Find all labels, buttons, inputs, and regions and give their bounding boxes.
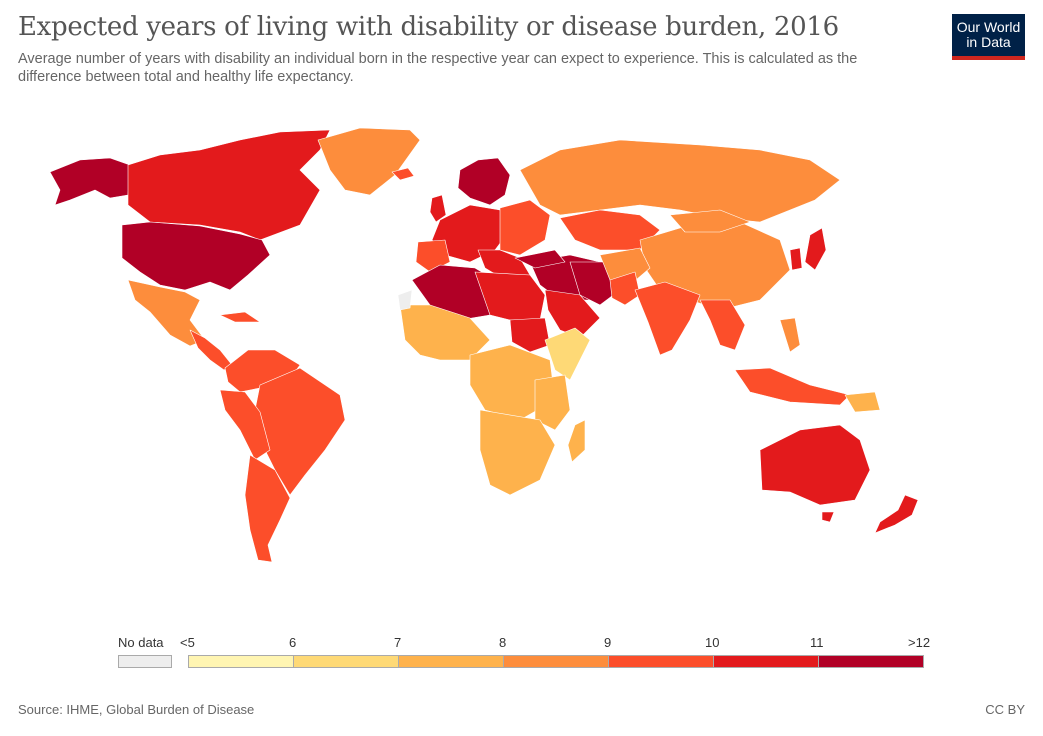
legend-bin-9-10[interactable]	[608, 655, 714, 668]
country-australia[interactable]	[759, 424, 871, 506]
country-horn-of-africa[interactable]	[544, 327, 591, 381]
country-sudan[interactable]	[509, 317, 551, 353]
country-tasmania[interactable]	[821, 511, 835, 523]
legend-tick-7: >12	[908, 635, 931, 650]
legend-tick-1: 6	[289, 635, 297, 650]
legend-bin-gt11[interactable]	[818, 655, 924, 668]
legend-tick-6: 11	[810, 635, 824, 650]
legend-no-data-label: No data	[118, 635, 164, 650]
license-label[interactable]: CC BY	[985, 702, 1025, 717]
legend-bin-7-8[interactable]	[398, 655, 504, 668]
country-east-africa[interactable]	[534, 374, 571, 431]
country-russia[interactable]	[519, 139, 841, 223]
country-western-sahara[interactable]	[397, 289, 413, 311]
legend-tick-4: 9	[604, 635, 612, 650]
world-map[interactable]	[0, 100, 1043, 570]
legend-tick-3: 8	[499, 635, 507, 650]
country-uk[interactable]	[429, 194, 447, 223]
country-argentina-chile[interactable]	[244, 454, 291, 563]
page-subtitle: Average number of years with disability …	[18, 51, 858, 85]
legend-tick-5: 10	[705, 635, 720, 650]
country-usa[interactable]	[121, 221, 271, 291]
country-alaska[interactable]	[49, 157, 131, 206]
legend-no-data-swatch[interactable]	[118, 655, 172, 668]
country-canada[interactable]	[127, 129, 331, 241]
country-eastern-europe[interactable]	[499, 199, 551, 256]
country-pakistan[interactable]	[609, 271, 641, 306]
source-note[interactable]: Source: IHME, Global Burden of Disease	[18, 702, 255, 717]
legend-bin-8-9[interactable]	[503, 655, 609, 668]
logo-line-2: in Data	[966, 34, 1011, 50]
country-papua-new-guinea[interactable]	[844, 391, 881, 413]
country-iceland[interactable]	[391, 167, 415, 181]
owid-logo[interactable]: Our World in Data	[952, 14, 1025, 60]
logo-accent-bar	[952, 56, 1025, 60]
country-southern-africa[interactable]	[479, 409, 556, 496]
country-peru-bolivia[interactable]	[219, 389, 271, 461]
page-title: Expected years of living with disability…	[18, 12, 839, 42]
country-cuba[interactable]	[219, 311, 261, 323]
country-madagascar[interactable]	[567, 419, 586, 463]
country-greenland[interactable]	[317, 127, 421, 196]
country-korea[interactable]	[789, 247, 803, 271]
country-central-asia[interactable]	[599, 247, 651, 286]
legend-bin-10-11[interactable]	[713, 655, 819, 668]
country-turkey[interactable]	[514, 249, 566, 269]
country-japan[interactable]	[804, 227, 827, 271]
map-legend: No data <5 6 7 8 9 10 11 >12	[0, 630, 1043, 680]
legend-tick-0: <5	[180, 635, 195, 650]
legend-bin-lt6[interactable]	[188, 655, 294, 668]
country-philippines[interactable]	[779, 317, 801, 353]
legend-bin-6-7[interactable]	[293, 655, 399, 668]
legend-tick-2: 7	[394, 635, 402, 650]
country-scandinavia[interactable]	[457, 157, 511, 206]
logo-line-1: Our World	[956, 19, 1021, 35]
country-indonesia[interactable]	[734, 367, 851, 406]
country-india[interactable]	[634, 281, 701, 356]
country-central-america[interactable]	[189, 329, 233, 371]
country-mongolia[interactable]	[669, 209, 751, 233]
country-southeast-asia[interactable]	[699, 299, 746, 351]
country-new-zealand[interactable]	[874, 494, 919, 534]
